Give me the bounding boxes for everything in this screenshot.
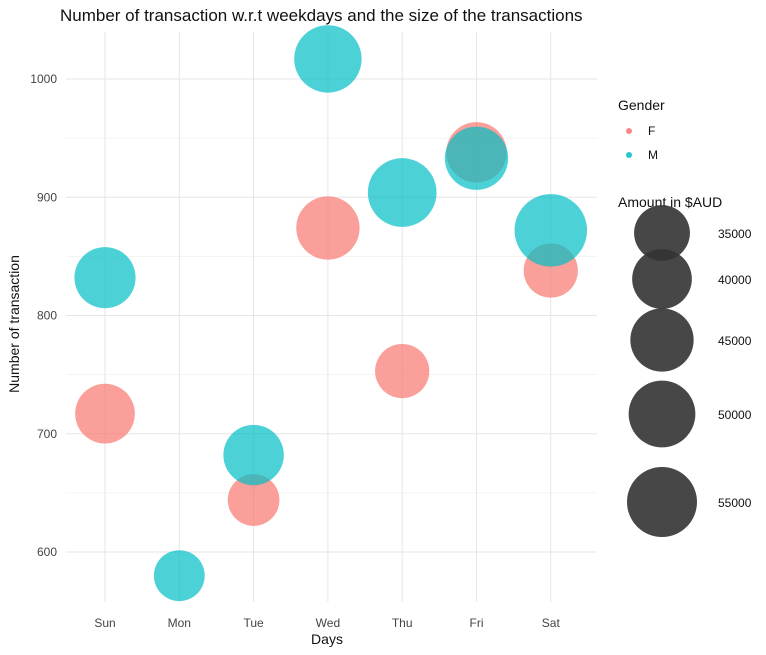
bubble-m-sun — [74, 247, 136, 309]
x-axis-title: Days — [311, 631, 343, 647]
y-tick-label: 700 — [37, 427, 57, 441]
chart-title: Number of transaction w.r.t weekdays and… — [60, 6, 583, 25]
x-tick-label: Mon — [168, 616, 191, 630]
y-axis-title: Number of transaction — [6, 255, 22, 393]
legend-title-amount: Amount in $AUD — [618, 194, 722, 210]
legend-size-key — [634, 205, 690, 261]
legend-size-key — [632, 249, 692, 309]
bubble-f-thu — [375, 343, 430, 399]
legend-size-key — [630, 308, 694, 372]
size-legend: Amount in $AUD 35000 40000 45000 50000 55000 — [618, 194, 752, 537]
bubble-m-tue — [223, 424, 284, 486]
y-tick-label: 1000 — [30, 72, 57, 86]
y-tick-label: 800 — [37, 309, 57, 323]
bubble-f-sun — [75, 383, 135, 444]
bubble-f-wed — [296, 196, 360, 260]
legend-size-label: 45000 — [718, 334, 752, 348]
legend-key-f — [626, 128, 632, 134]
x-tick-label: Fri — [470, 616, 484, 630]
y-tick-labels: 600 700 800 900 1000 — [30, 72, 57, 559]
bubble-m-sat — [514, 194, 588, 267]
y-tick-label: 600 — [37, 545, 57, 559]
x-tick-label: Wed — [316, 616, 340, 630]
x-tick-labels: Sun Mon Tue Wed Thu Fri Sat — [94, 616, 560, 630]
legend-size-label: 55000 — [718, 496, 752, 510]
x-tick-label: Thu — [392, 616, 413, 630]
legend-size-key — [628, 380, 696, 448]
bubble-m-wed — [294, 25, 362, 93]
legend-size-label: 40000 — [718, 273, 752, 287]
grid-lines — [66, 32, 597, 602]
bubble-layer — [74, 25, 588, 602]
x-tick-label: Sat — [542, 616, 561, 630]
x-tick-label: Sun — [94, 616, 115, 630]
bubble-m-fri — [444, 126, 509, 190]
legend-label-m: M — [648, 148, 658, 162]
legend-key-m — [626, 152, 632, 158]
y-tick-label: 900 — [37, 190, 57, 204]
x-tick-label: Tue — [243, 616, 264, 630]
legend-size-label: 35000 — [718, 227, 752, 241]
legend-size-label: 50000 — [718, 408, 752, 422]
legend-label-f: F — [648, 124, 655, 138]
bubble-f-tue — [227, 474, 280, 526]
bubble-m-mon — [153, 550, 205, 602]
bubble-m-thu — [367, 158, 437, 227]
legend-title-gender: Gender — [618, 97, 665, 113]
color-legend: Gender FM — [618, 97, 665, 162]
legend-size-key — [627, 467, 697, 537]
